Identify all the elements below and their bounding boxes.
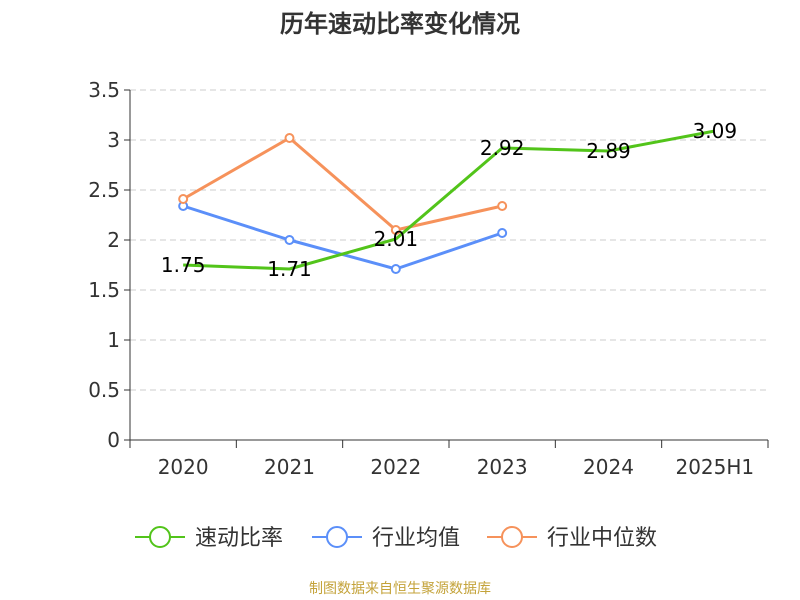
data-label: 2.92: [480, 136, 525, 160]
legend-marker: [326, 526, 348, 548]
source-note: 制图数据来自恒生聚源数据库: [309, 581, 491, 597]
y-tick-label: 2: [107, 228, 120, 252]
series-lines: [178, 129, 716, 274]
x-tick-label: 2020: [158, 455, 209, 479]
legend-label: 速动比率: [195, 526, 283, 551]
grid-lines: [130, 89, 768, 391]
y-tick-label: 2.5: [88, 178, 120, 202]
x-tick-label: 2024: [583, 455, 634, 479]
data-point: [284, 235, 295, 245]
data-label: 3.09: [693, 119, 738, 143]
data-label: 1.71: [267, 257, 312, 281]
x-tick-label: 2021: [264, 455, 315, 479]
x-tick-label: 2023: [477, 455, 528, 479]
y-tick-label: 1.5: [88, 278, 120, 302]
legend-marker: [149, 526, 171, 548]
y-tick-label: 0: [107, 428, 120, 452]
data-point: [178, 194, 189, 204]
x-tick-label: 2025H1: [675, 455, 754, 479]
data-point: [497, 228, 508, 238]
legend-marker: [501, 526, 523, 548]
data-point: [497, 201, 508, 211]
data-labels: 1.75 1.71 2.01 2.92 2.89 3.09: [161, 119, 737, 281]
axes: 0 0.5 1 1.5 2 2.5 3 3.5 2020 2021 2022 2023 2024 2025…: [88, 78, 769, 479]
legend-label: 行业中位数: [547, 526, 657, 551]
y-tick-label: 3: [107, 128, 120, 152]
x-tick-label: 2022: [370, 455, 421, 479]
legend-label: 行业均值: [372, 526, 460, 551]
data-point: [390, 264, 401, 274]
series-line: [182, 136, 503, 232]
data-label: 1.75: [161, 253, 206, 277]
data-point: [284, 133, 295, 143]
data-label: 2.89: [586, 139, 631, 163]
y-tick-label: 1: [107, 328, 120, 352]
chart-title: 历年速动比率变化情况: [280, 10, 520, 38]
y-tick-label: 3.5: [88, 78, 120, 102]
y-tick-label: 0.5: [88, 378, 120, 402]
data-point: [390, 225, 401, 235]
series-line: [183, 129, 716, 271]
legend: 速动比率 行业均值 行业中位数: [135, 526, 657, 551]
data-label: 2.01: [374, 227, 419, 251]
